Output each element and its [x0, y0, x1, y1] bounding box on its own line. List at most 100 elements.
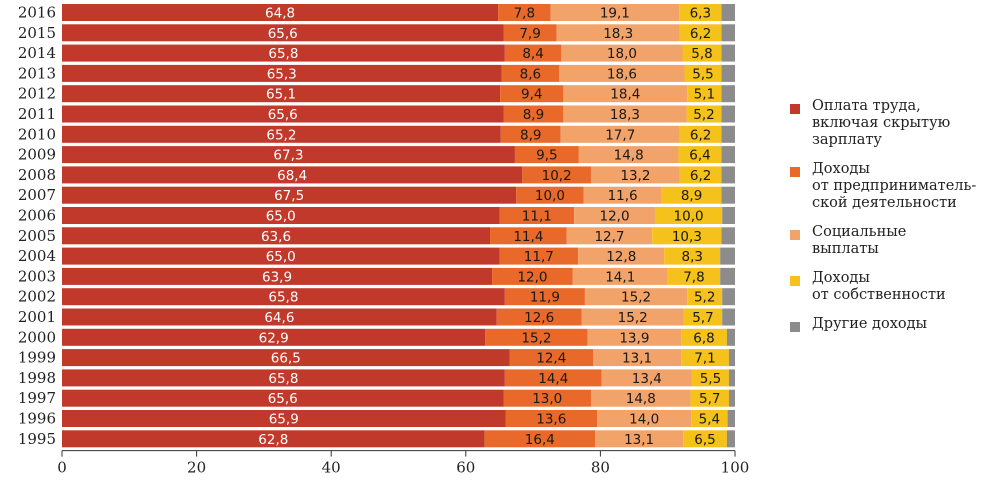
- data-label-2012-s0: 65,1: [266, 87, 296, 103]
- bar-segment-2004-s4: [720, 247, 735, 265]
- legend-label-3: Доходы от собственности: [812, 270, 946, 303]
- data-label-1996-s3: 5,4: [699, 412, 720, 428]
- bar-segment-2015-s0: [62, 24, 504, 42]
- bar-segment-2014-s1: [504, 44, 562, 62]
- bar-segment-2002-s4: [722, 288, 735, 306]
- data-label-2007-s3: 8,9: [681, 188, 702, 204]
- bar-segment-2007-s1: [516, 186, 584, 204]
- bar-segment-2001-s4: [722, 308, 735, 326]
- data-label-2016-s0: 64,8: [265, 6, 295, 22]
- bar-segment-2004-s1: [499, 247, 579, 265]
- data-label-1995-s0: 62,8: [258, 432, 288, 448]
- data-label-1997-s2: 14,8: [626, 391, 656, 407]
- data-label-2008-s0: 68,4: [277, 168, 307, 184]
- data-label-2016-s2: 19,1: [600, 6, 630, 22]
- year-label-2004: 2004: [18, 247, 56, 265]
- year-label-2014: 2014: [18, 44, 56, 62]
- year-label-2005: 2005: [18, 227, 56, 245]
- data-label-2015-s3: 6,2: [690, 26, 711, 42]
- data-label-2012-s1: 9,4: [521, 87, 542, 103]
- data-label-1998-s3: 5,5: [700, 371, 721, 387]
- data-label-2009-s2: 14,8: [614, 148, 644, 164]
- year-label-2006: 2006: [18, 207, 56, 225]
- data-label-2007-s1: 10,0: [535, 188, 565, 204]
- bar-segment-1999-s0: [62, 349, 510, 367]
- data-label-2005-s0: 63,6: [261, 229, 291, 245]
- bar-segment-2009-s0: [62, 146, 515, 164]
- x-tick-label-60: 60: [456, 459, 475, 477]
- data-label-1995-s2: 13,1: [624, 432, 654, 448]
- year-label-2003: 2003: [18, 267, 56, 285]
- bar-segment-2008-s0: [62, 166, 523, 184]
- bar-segment-2009-s4: [721, 146, 735, 164]
- data-label-2011-s1: 8,9: [523, 107, 544, 123]
- bar-segment-2000-s2: [587, 328, 682, 346]
- data-label-2015-s1: 7,9: [519, 26, 540, 42]
- bar-segment-1997-s4: [728, 389, 735, 407]
- bar-segment-2007-s3: [661, 186, 722, 204]
- bar-segment-2006-s2: [574, 207, 655, 224]
- bar-segment-2000-s3: [681, 328, 727, 346]
- bar-segment-2010-s4: [721, 125, 735, 143]
- data-label-2010-s1: 8,9: [520, 127, 541, 143]
- data-label-2002-s3: 5,2: [694, 290, 715, 306]
- data-label-2003-s1: 12,0: [517, 269, 547, 285]
- bar-segment-1997-s0: [62, 389, 504, 407]
- bar-segment-1998-s2: [601, 369, 692, 387]
- year-label-1997: 1997: [18, 389, 56, 407]
- bar-segment-2012-s2: [563, 85, 688, 103]
- bar-segment-2014-s2: [561, 44, 683, 62]
- data-label-2002-s1: 11,9: [530, 290, 560, 306]
- year-label-2008: 2008: [18, 166, 56, 184]
- legend-item-0: Оплата труда, включая скрытую зарплату: [790, 98, 995, 149]
- bar-segment-2000-s0: [62, 328, 486, 346]
- bar-segment-2002-s1: [504, 288, 585, 306]
- data-label-2001-s2: 15,2: [618, 310, 648, 326]
- bar-segment-2011-s3: [686, 105, 722, 123]
- legend-swatch-2: [790, 230, 800, 240]
- bar-segment-2006-s1: [499, 207, 575, 224]
- x-tick-label-0: 0: [57, 459, 67, 477]
- legend-label-2: Социальные выплаты: [812, 224, 907, 257]
- bar-segment-2005-s3: [652, 227, 722, 245]
- bar-segment-1999-s2: [592, 349, 682, 367]
- data-label-2006-s2: 12,0: [600, 209, 630, 225]
- data-label-2000-s0: 62,9: [259, 330, 289, 346]
- data-label-1999-s0: 66,5: [271, 351, 301, 367]
- bar-segment-2012-s4: [721, 85, 735, 103]
- bar-segment-2013-s0: [62, 64, 502, 82]
- bar-segment-2003-s4: [720, 267, 735, 285]
- data-label-1996-s2: 14,0: [629, 412, 659, 428]
- data-label-2001-s1: 12,6: [524, 310, 554, 326]
- year-label-2016: 2016: [18, 4, 56, 22]
- bar-segment-1999-s3: [681, 349, 729, 367]
- data-label-2014-s3: 5,8: [691, 46, 712, 62]
- data-label-1999-s2: 13,1: [622, 351, 652, 367]
- legend-swatch-0: [790, 104, 800, 114]
- bar-segment-1996-s0: [62, 410, 506, 427]
- data-label-1997-s1: 13,0: [532, 391, 562, 407]
- bar-segment-2016-s3: [679, 4, 722, 21]
- year-label-1996: 1996: [18, 410, 56, 428]
- bar-segment-2008-s4: [721, 166, 735, 184]
- data-label-1998-s2: 13,4: [632, 371, 662, 387]
- data-label-2000-s2: 13,9: [619, 330, 649, 346]
- data-label-2010-s2: 17,7: [605, 127, 635, 143]
- bar-segment-1995-s2: [595, 430, 684, 448]
- data-label-2013-s1: 8,6: [520, 66, 541, 82]
- bar-segment-2015-s3: [679, 24, 722, 42]
- bar-segment-2006-s4: [722, 207, 735, 224]
- bar-segment-2001-s0: [62, 308, 497, 326]
- year-label-1998: 1998: [18, 369, 56, 387]
- year-label-1999: 1999: [18, 349, 56, 367]
- bar-segment-2001-s2: [581, 308, 684, 326]
- data-label-2008-s2: 13,2: [620, 168, 650, 184]
- data-label-2004-s3: 8,3: [682, 249, 703, 265]
- bar-segment-2011-s0: [62, 105, 504, 123]
- bar-segment-2002-s3: [687, 288, 723, 306]
- bar-segment-2010-s2: [560, 125, 680, 143]
- bar-segment-2013-s2: [559, 64, 685, 82]
- bar-segment-2016-s2: [550, 4, 680, 21]
- data-label-2009-s3: 6,4: [689, 148, 710, 164]
- bar-segment-1996-s3: [691, 410, 728, 427]
